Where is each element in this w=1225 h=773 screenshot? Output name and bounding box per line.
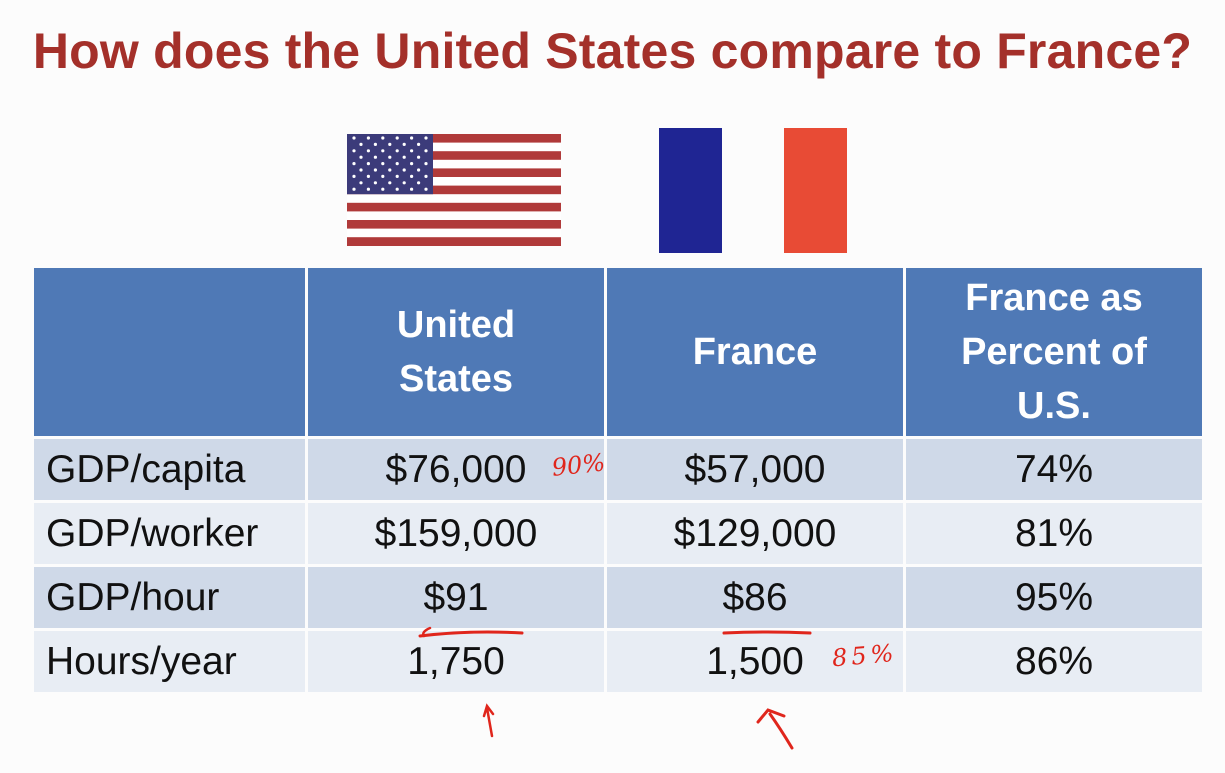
header-france-percent-of-us: France as Percent of U.S. [903, 265, 1205, 439]
star-icon [410, 174, 414, 178]
row-label: GDP/hour [31, 564, 308, 631]
star-icon [417, 181, 421, 185]
france-value: $57,000 [604, 436, 906, 503]
star-icon [424, 174, 428, 178]
page-title: How does the United States compare to Fr… [32, 23, 1193, 79]
star-icon [373, 168, 377, 172]
star-icon [352, 149, 356, 153]
star-icon [410, 149, 414, 153]
row-label: Hours/year [31, 628, 308, 695]
star-icon [366, 187, 370, 191]
star-icon [352, 187, 356, 191]
star-icon [402, 142, 406, 146]
star-icon [388, 181, 392, 185]
header-pct-line-1: France as [965, 277, 1143, 319]
star-icon [410, 187, 414, 191]
star-icon [359, 155, 363, 159]
header-fr-line-1: France [692, 331, 818, 373]
france-value: $86 [604, 564, 906, 631]
percent-value: 95% [903, 564, 1205, 631]
star-icon [417, 142, 421, 146]
comparison-table: United States France France as Percent o… [31, 265, 1205, 695]
percent-value: 86% [903, 628, 1205, 695]
france-flag-icon [659, 128, 847, 253]
star-icon [388, 155, 392, 159]
star-icon [352, 162, 356, 166]
star-icon [402, 168, 406, 172]
star-icon [352, 136, 356, 140]
star-icon [424, 136, 428, 140]
star-icon [366, 174, 370, 178]
star-icon [424, 187, 428, 191]
table-row: GDP/capita $76,000 $57,000 74% [31, 436, 1205, 503]
header-us-line-1: United [396, 304, 516, 346]
header-united-states: United States [305, 265, 607, 439]
star-icon [424, 149, 428, 153]
star-icon [402, 181, 406, 185]
header-pct-line-2: Percent of [961, 331, 1147, 373]
star-icon [381, 174, 385, 178]
star-icon [366, 136, 370, 140]
header-pct-line-3: U.S. [1017, 385, 1091, 427]
star-icon [395, 187, 399, 191]
star-icon [373, 181, 377, 185]
star-icon [373, 142, 377, 146]
france-value: 1,500 [604, 628, 906, 695]
percent-value: 81% [903, 500, 1205, 567]
star-icon [373, 155, 377, 159]
star-icon [402, 155, 406, 159]
arrow-us-hours [482, 703, 495, 738]
us-value: $76,000 [305, 436, 607, 503]
star-icon [410, 162, 414, 166]
row-label: GDP/capita [31, 436, 308, 503]
star-icon [395, 162, 399, 166]
star-icon [395, 149, 399, 153]
us-flag-stripes [347, 134, 561, 246]
table-row: Hours/year 1,750 1,500 86% [31, 628, 1205, 695]
star-icon [395, 174, 399, 178]
header-france: France [604, 265, 906, 439]
star-icon [395, 136, 399, 140]
us-value: $159,000 [305, 500, 607, 567]
star-icon [359, 142, 363, 146]
star-icon [381, 136, 385, 140]
percent-value: 74% [903, 436, 1205, 503]
france-value: $129,000 [604, 500, 906, 567]
star-icon [366, 162, 370, 166]
row-label: GDP/worker [31, 500, 308, 567]
us-value: 1,750 [305, 628, 607, 695]
star-icon [417, 155, 421, 159]
star-icon [410, 136, 414, 140]
star-icon [366, 149, 370, 153]
star-icon [352, 174, 356, 178]
arrow-france-hours [756, 708, 794, 750]
star-icon [359, 181, 363, 185]
table-row: GDP/hour $91 $86 95% [31, 564, 1205, 631]
star-icon [388, 142, 392, 146]
star-icon [417, 168, 421, 172]
star-icon [381, 149, 385, 153]
us-flag-icon [347, 134, 561, 246]
table-header-row: United States France France as Percent o… [31, 265, 1205, 439]
star-icon [424, 162, 428, 166]
us-value: $91 [305, 564, 607, 631]
header-us-line-2: States [398, 358, 514, 400]
star-icon [388, 168, 392, 172]
star-icon [381, 162, 385, 166]
header-empty [31, 265, 308, 439]
star-icon [359, 168, 363, 172]
table-row: GDP/worker $159,000 $129,000 81% [31, 500, 1205, 567]
star-icon [381, 187, 385, 191]
